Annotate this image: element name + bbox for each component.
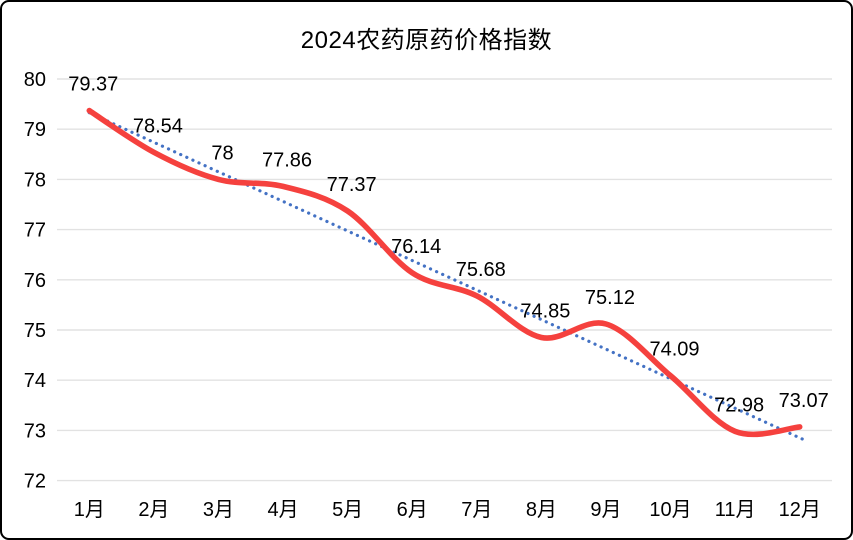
data-label: 74.09	[650, 339, 700, 361]
y-tick-label: 79	[24, 119, 46, 141]
data-label: 75.68	[456, 259, 506, 281]
data-label: 79.37	[68, 74, 118, 96]
linear-trendline	[87, 111, 808, 443]
price-index-line	[86, 107, 803, 438]
data-label: 77.37	[327, 174, 377, 196]
x-tick-label: 7月	[461, 499, 492, 521]
y-tick-label: 80	[24, 69, 46, 91]
data-label: 73.07	[779, 390, 829, 412]
data-label: 76.14	[391, 236, 441, 258]
x-tick-label: 11月	[715, 499, 756, 521]
x-tick-label: 10月	[649, 499, 691, 521]
x-tick-label: 8月	[526, 499, 557, 521]
data-label: 75.12	[585, 287, 635, 309]
y-tick-label: 78	[24, 169, 46, 191]
x-tick-label: 2月	[138, 499, 169, 521]
data-label: 78	[211, 142, 233, 164]
chart-title: 2024农药原药价格指数	[300, 27, 553, 54]
x-tick-label: 6月	[397, 499, 428, 521]
x-tick-label: 9月	[590, 499, 621, 521]
x-tick-label: 12月	[779, 499, 821, 521]
y-tick-label: 72	[24, 471, 46, 493]
data-label: 74.85	[520, 301, 570, 323]
y-tick-label: 77	[24, 220, 46, 242]
y-tick-label: 74	[24, 370, 46, 392]
data-label: 77.86	[262, 149, 312, 171]
y-tick-label: 75	[24, 320, 46, 342]
y-tick-label: 73	[24, 420, 46, 442]
x-tick-label: 5月	[332, 499, 363, 521]
x-tick-label: 1月	[74, 499, 105, 521]
data-label: 78.54	[133, 115, 183, 137]
x-tick-label: 4月	[267, 499, 298, 521]
x-tick-label: 3月	[203, 499, 234, 521]
data-label: 72.98	[714, 394, 764, 416]
y-tick-label: 76	[24, 270, 46, 292]
